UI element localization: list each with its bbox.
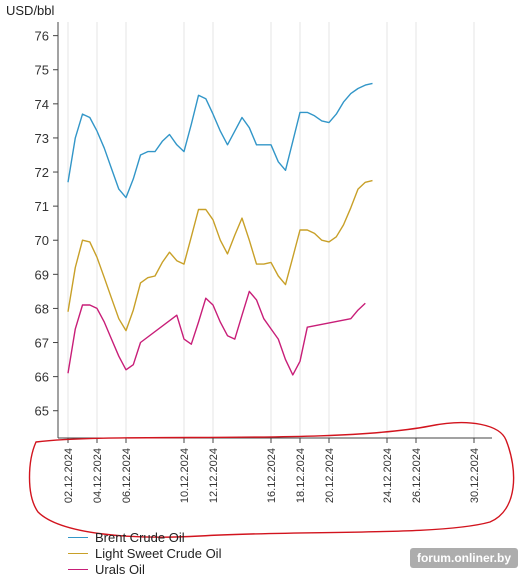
legend-item-urals: Urals Oil [68, 561, 221, 577]
y-tick-label: 74 [35, 97, 49, 112]
legend-item-brent: Brent Crude Oil [68, 529, 221, 545]
x-tick-label: 18.12.2024 [295, 448, 307, 503]
y-tick-label: 67 [35, 336, 49, 351]
legend-item-light-sweet: Light Sweet Crude Oil [68, 545, 221, 561]
y-tick-label: 70 [35, 233, 49, 248]
legend-label-brent: Brent Crude Oil [95, 529, 185, 545]
x-tick-label: 06.12.2024 [121, 448, 133, 503]
y-tick-label: 72 [35, 165, 49, 180]
watermark: forum.onliner.by [409, 548, 518, 568]
legend: Brent Crude Oil Light Sweet Crude Oil Ur… [68, 529, 221, 577]
y-tick-label: 73 [35, 131, 49, 146]
x-tick-label: 30.12.2024 [469, 448, 481, 503]
x-tick-label: 20.12.2024 [324, 448, 336, 503]
x-tick-label: 16.12.2024 [266, 448, 278, 503]
legend-swatch-light-sweet [68, 552, 88, 554]
y-tick-label: 66 [35, 370, 49, 385]
y-tick-label: 76 [35, 29, 49, 44]
y-tick-label: 69 [35, 267, 49, 282]
legend-label-urals: Urals Oil [95, 561, 145, 577]
legend-label-light-sweet: Light Sweet Crude Oil [95, 545, 222, 561]
y-tick-label: 75 [35, 63, 49, 78]
y-tick-label: 68 [35, 301, 49, 316]
x-tick-label: 02.12.2024 [63, 448, 75, 503]
series-line-lightsweet [67, 179, 373, 332]
y-tick-label: 65 [35, 404, 49, 419]
x-tick-label: 12.12.2024 [208, 448, 220, 503]
x-tick-label: 10.12.2024 [179, 448, 191, 503]
x-tick-label: 24.12.2024 [382, 448, 394, 503]
y-axis-unit-label: USD/bbl [6, 3, 55, 18]
y-tick-label: 71 [35, 199, 49, 214]
legend-swatch-brent [68, 536, 88, 538]
x-tick-label: 26.12.2024 [411, 448, 423, 503]
series-line-brent [67, 82, 373, 199]
x-tick-label: 04.12.2024 [92, 448, 104, 503]
legend-swatch-urals [68, 568, 88, 570]
red-annotation-circle [28, 421, 515, 538]
series-line-urals [67, 290, 366, 376]
